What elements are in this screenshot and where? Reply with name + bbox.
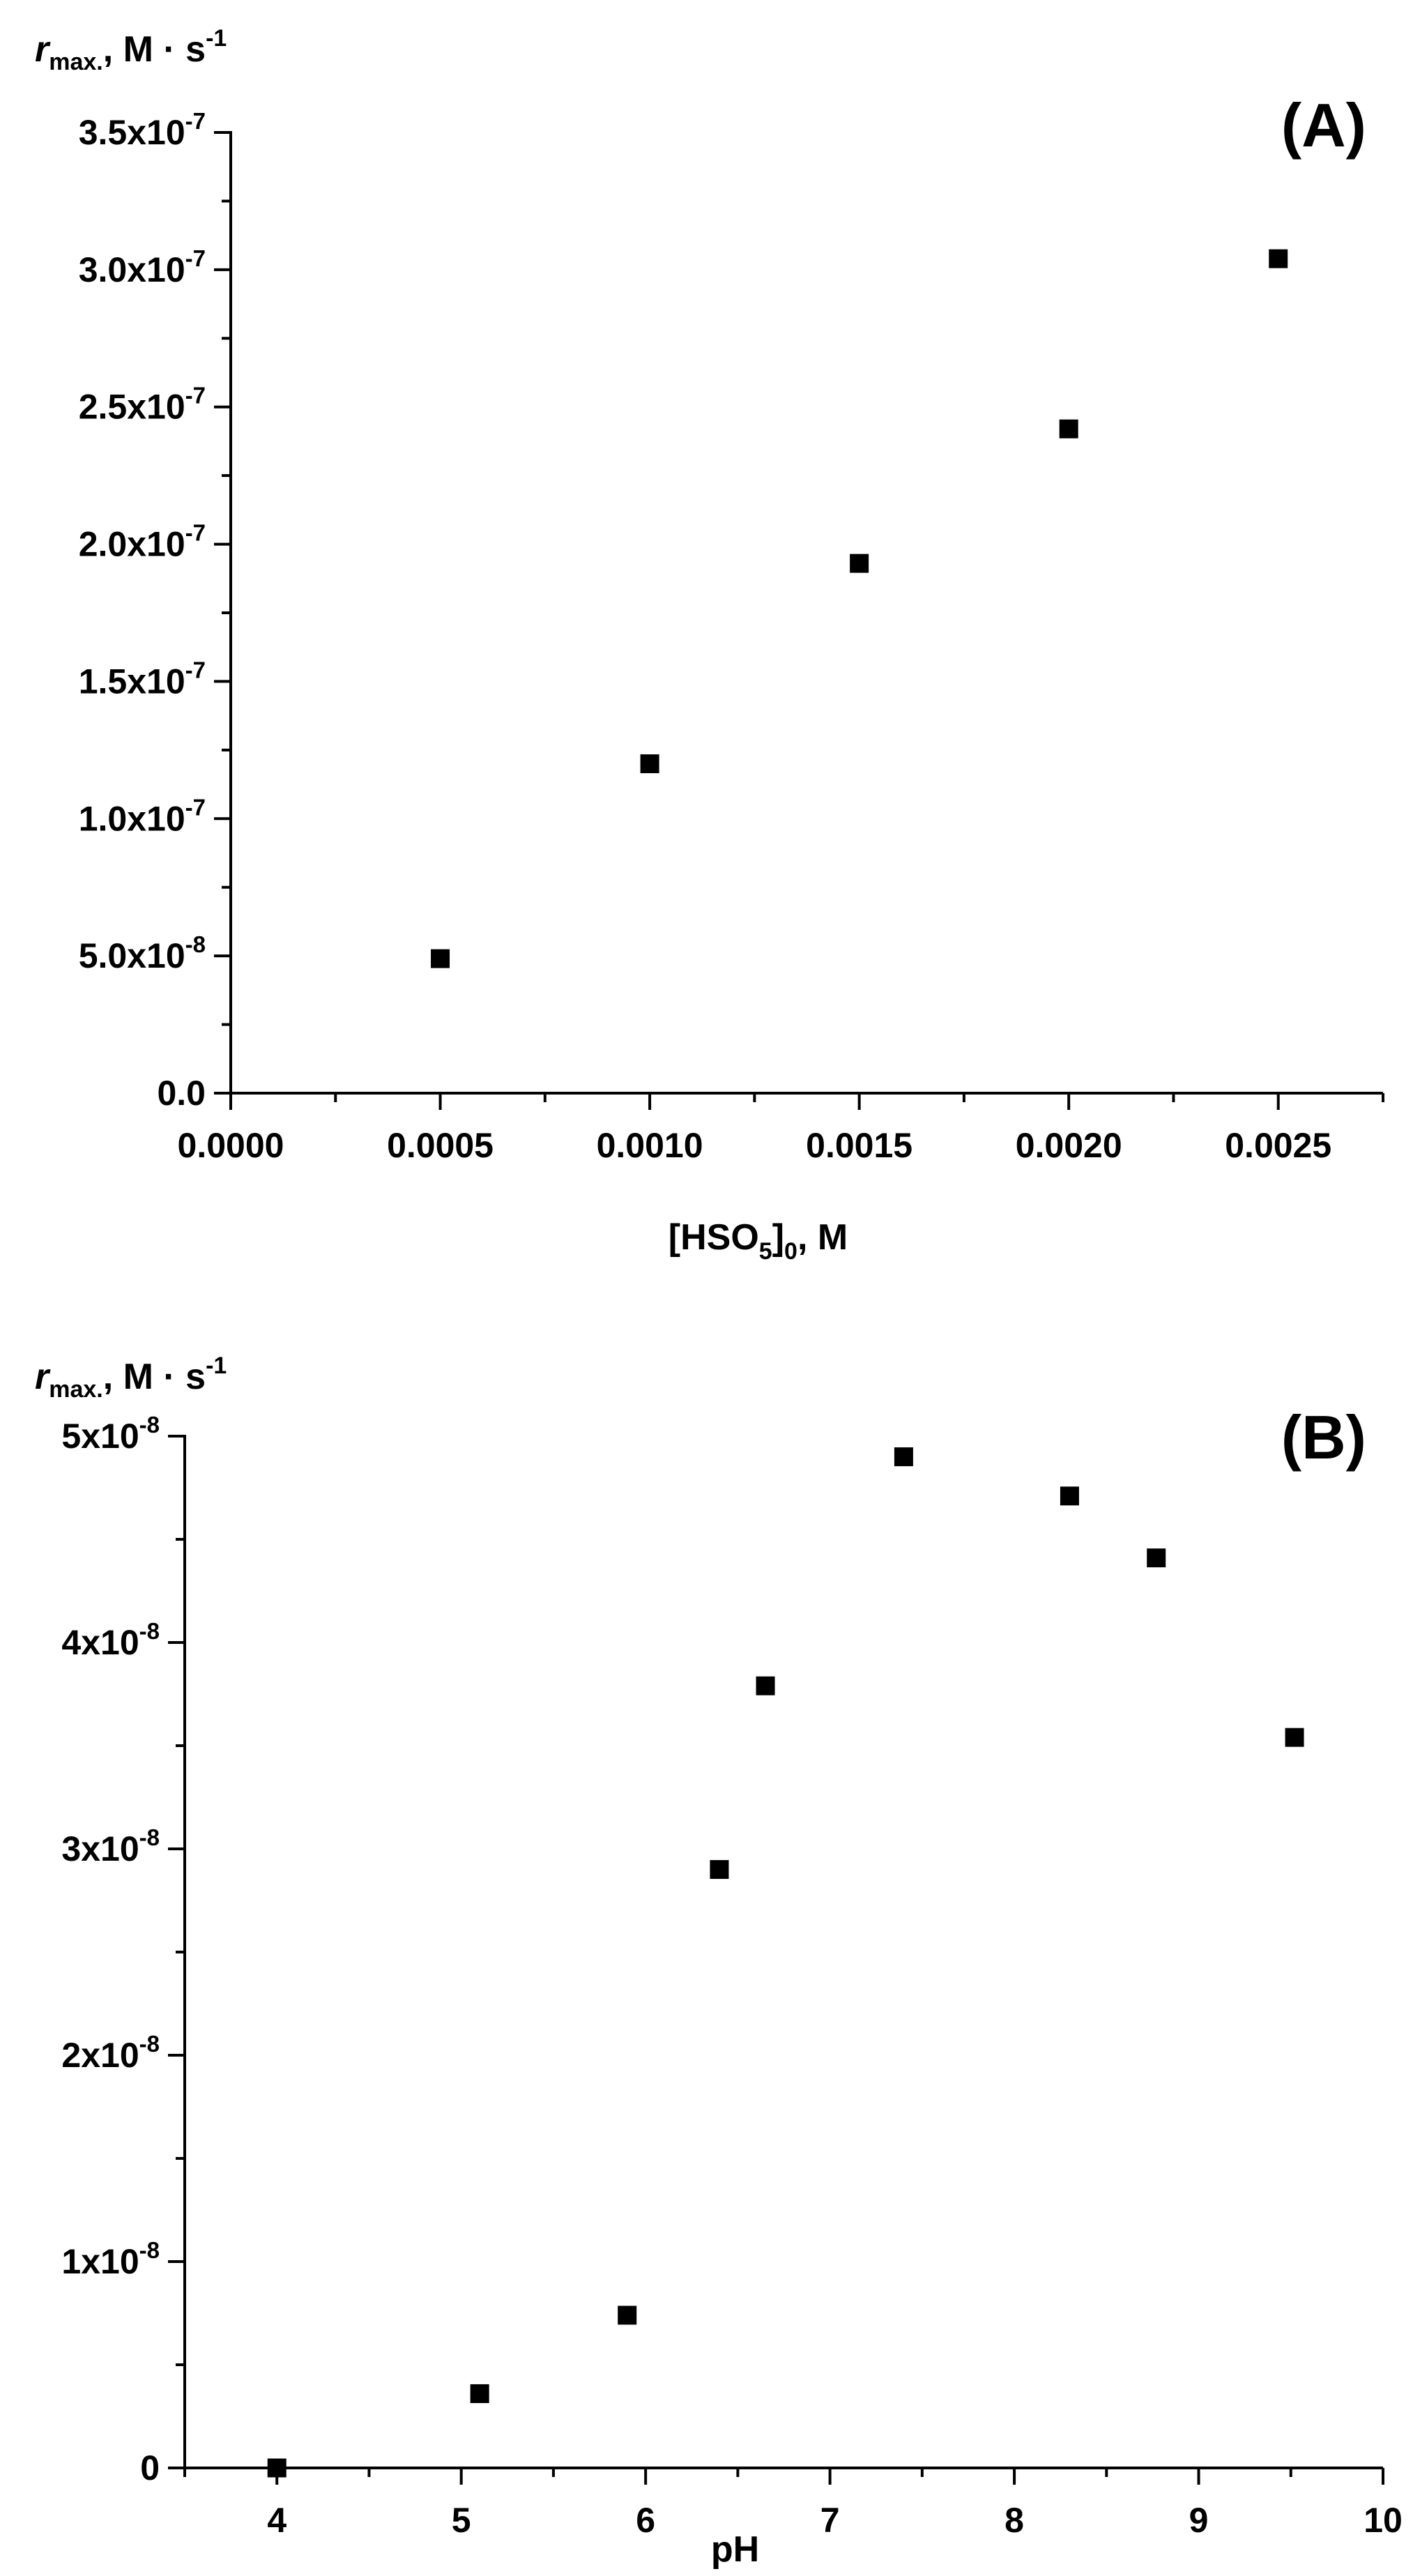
panel-b-x-tick-label: 7 xyxy=(820,2501,840,2540)
panel-a-y-tick-label: 2.5x10-7 xyxy=(79,383,206,427)
panel-b-data-point xyxy=(756,1676,775,1695)
panel-a-x-tick-label: 0.0010 xyxy=(597,1126,703,1165)
panel-b-x-tick-label: 5 xyxy=(452,2501,471,2540)
panel-a-x-axis-title: [HSO5]0, M xyxy=(669,1217,848,1265)
panel-b-y-tick-label: 2x10-8 xyxy=(61,2031,160,2075)
panel-a-y-tick-label: 3.5x10-7 xyxy=(79,108,206,152)
panel-b-data-point xyxy=(894,1447,913,1467)
panel-a-data-point xyxy=(640,754,659,774)
panel-a-x-tick-label: 0.0015 xyxy=(806,1126,912,1165)
panel-a-y-axis-title: rmax., M · s-1 xyxy=(35,25,227,75)
panel-b-y-tick-label: 0 xyxy=(140,2448,160,2487)
panel-b-y-tick-label: 3x10-8 xyxy=(61,1824,160,1868)
panel-a-data-point xyxy=(431,949,450,968)
panel-b-data-point xyxy=(1060,1486,1079,1506)
panel-a-panel-label: (A) xyxy=(1281,91,1366,160)
panel-a-x-tick-label: 0.0025 xyxy=(1225,1126,1331,1165)
panel-b-data-point xyxy=(1285,1728,1304,1747)
panel-a-data-point xyxy=(850,554,869,573)
panel-a-data-point xyxy=(1059,419,1078,439)
panel-a-y-tick-label: 2.0x10-7 xyxy=(79,520,206,564)
panel-b-x-tick-label: 6 xyxy=(636,2501,655,2540)
panel-b-x-tick-label: 4 xyxy=(267,2501,287,2540)
panel-a-data-point xyxy=(1269,249,1288,268)
panel-a-y-tick-label: 1.0x10-7 xyxy=(79,794,206,838)
panel-b-data-point xyxy=(470,2384,489,2403)
panel-a-y-tick-label: 3.0x10-7 xyxy=(79,245,206,289)
panel-a-x-tick-label: 0.0000 xyxy=(178,1126,284,1165)
panel-a-y-tick-label: 1.5x10-7 xyxy=(79,657,206,701)
panel-b-data-point xyxy=(1147,1548,1166,1568)
panel-b: 4 5 6 7 8 9 10 0 1x10-8 2x10-8 3x10-8 4x10-8 5x10-8 (… xyxy=(35,1352,1403,2570)
panel-a-y-tick-label: 5.0x10-8 xyxy=(79,931,206,975)
panel-b-y-tick-label: 4x10-8 xyxy=(61,1618,160,1662)
panel-b-data-point xyxy=(618,2306,637,2325)
panel-b-x-tick-label: 9 xyxy=(1189,2501,1209,2540)
panel-b-x-axis-title: pH xyxy=(711,2529,759,2570)
panel-b-data-point xyxy=(267,2458,287,2478)
panel-b-x-tick-label: 10 xyxy=(1364,2501,1403,2540)
panel-b-y-tick-label: 5x10-8 xyxy=(61,1412,160,1456)
panel-a-x-tick-label: 0.0020 xyxy=(1016,1126,1122,1165)
panel-b-panel-label: (B) xyxy=(1281,1403,1366,1472)
panel-a: 0.0000 0.0005 0.0010 0.0015 0.0020 0.0025 0.0 5… xyxy=(35,25,1384,1265)
panel-a-y-tick-label: 0.0 xyxy=(157,1074,206,1113)
panel-b-y-tick-label: 1x10-8 xyxy=(61,2237,160,2281)
panel-b-x-tick-label: 8 xyxy=(1005,2501,1024,2540)
panel-b-data-point xyxy=(710,1860,729,1880)
panel-b-y-axis-title: rmax., M · s-1 xyxy=(35,1352,227,1403)
panel-a-x-tick-label: 0.0005 xyxy=(387,1126,494,1165)
